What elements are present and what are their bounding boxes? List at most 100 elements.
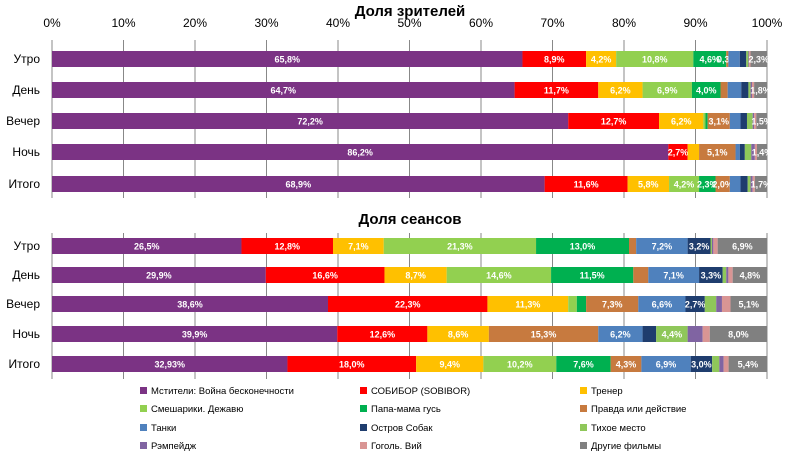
- bar-segment: [337, 326, 428, 342]
- legend-swatch: [360, 424, 367, 431]
- bar-segment: [241, 238, 333, 254]
- data-label: 3,2%: [689, 242, 710, 252]
- bar-segment: [52, 356, 288, 372]
- data-label: 4,8%: [740, 271, 761, 281]
- legend-entry: Рэмпейдж: [151, 441, 197, 452]
- data-label: 32,93%: [154, 360, 185, 370]
- data-label: 7,6%: [573, 360, 594, 370]
- bar-segment: [586, 51, 617, 67]
- data-label: 11,7%: [544, 86, 569, 96]
- data-label: 3,1%: [708, 117, 729, 127]
- data-label: 7,2%: [652, 242, 673, 252]
- category-label: День: [12, 268, 40, 282]
- data-label: 4,4%: [662, 330, 683, 340]
- bar-segment: [642, 326, 657, 342]
- data-label: 5,1%: [739, 300, 760, 310]
- legend-entry: Другие фильмы: [591, 441, 661, 452]
- legend-entry: Папа-мама гусь: [371, 404, 441, 415]
- data-label: 65,8%: [274, 55, 300, 65]
- bar-segment: [427, 326, 489, 342]
- category-label: Ночь: [12, 145, 40, 159]
- bar-segment: [712, 356, 720, 372]
- bar-segment: [722, 267, 727, 283]
- data-label: 68,9%: [286, 180, 312, 190]
- legend-swatch: [580, 405, 587, 412]
- bar-segment: [638, 296, 686, 312]
- bar-segment: [52, 113, 569, 129]
- bar-segment: [522, 51, 587, 67]
- bar-segment: [749, 51, 751, 67]
- bar-segment: [52, 267, 266, 283]
- bar-segment: [713, 238, 718, 254]
- bar-segment: [699, 267, 723, 283]
- bar-segment: [746, 113, 753, 129]
- x-tick-label: 50%: [397, 16, 421, 30]
- bar-segment: [740, 113, 747, 129]
- x-tick-label: 80%: [612, 16, 636, 30]
- data-label: 11,6%: [574, 180, 599, 190]
- bar-segment: [717, 238, 767, 254]
- legend-swatch: [360, 405, 367, 412]
- data-label: 5,1%: [707, 148, 728, 158]
- bar-segment: [740, 176, 748, 192]
- bar-segment: [668, 144, 688, 160]
- bar-segment: [728, 51, 740, 67]
- data-label: 6,9%: [732, 242, 753, 252]
- data-label: 2,0%: [712, 180, 733, 190]
- bar-segment: [327, 296, 488, 312]
- bar-segment: [483, 356, 557, 372]
- chart-title: Доля сеансов: [359, 211, 462, 228]
- legend-swatch: [580, 387, 587, 394]
- category-label: Ночь: [12, 327, 40, 341]
- x-tick-label: 60%: [469, 16, 493, 30]
- data-label: 12,6%: [370, 330, 396, 340]
- bar-segment: [287, 356, 417, 372]
- bar-segment: [52, 296, 328, 312]
- data-label: 39,9%: [182, 330, 208, 340]
- bar-segment: [726, 51, 729, 67]
- x-tick-label: 100%: [752, 16, 783, 30]
- bar-segment: [656, 326, 688, 342]
- bar-segment: [52, 176, 545, 192]
- bar-segment: [598, 82, 643, 98]
- bar-segment: [750, 82, 752, 98]
- bar-segment: [748, 82, 751, 98]
- bar-segment: [719, 356, 724, 372]
- legend-swatch: [140, 405, 147, 412]
- bar-segment: [52, 238, 242, 254]
- bar-segment: [732, 267, 767, 283]
- bar-segment: [514, 82, 599, 98]
- category-label: Утро: [14, 239, 41, 253]
- bar-segment: [383, 238, 537, 254]
- data-label: 10,8%: [642, 55, 668, 65]
- data-label: 0,3%: [717, 55, 738, 65]
- data-label: 8,9%: [544, 55, 565, 65]
- data-label: 16,6%: [312, 271, 338, 281]
- category-label: Утро: [14, 52, 41, 66]
- bar-segment: [669, 176, 700, 192]
- bar-segment: [703, 113, 706, 129]
- bar-segment: [556, 356, 611, 372]
- bar-segment: [723, 356, 729, 372]
- bar-segment: [693, 51, 727, 67]
- data-label: 3,0%: [691, 360, 712, 370]
- bar-segment: [488, 326, 599, 342]
- bar-segment: [730, 296, 767, 312]
- legend-swatch: [140, 424, 147, 431]
- data-label: 7,3%: [602, 300, 623, 310]
- data-label: 12,8%: [274, 242, 300, 252]
- bar-segment: [710, 238, 712, 254]
- data-label: 6,9%: [656, 360, 677, 370]
- category-label: Вечер: [6, 114, 40, 128]
- bar-segment: [721, 296, 731, 312]
- data-label: 11,5%: [580, 271, 605, 281]
- bar-segment: [751, 144, 755, 160]
- data-label: 15,3%: [531, 330, 557, 340]
- bar-segment: [715, 176, 730, 192]
- bar-segment: [52, 144, 669, 160]
- data-label: 21,3%: [447, 242, 473, 252]
- bar-segment: [735, 144, 740, 160]
- bar-segment: [726, 267, 729, 283]
- legend-entry: Танки: [151, 423, 176, 434]
- bar-segment: [690, 356, 713, 372]
